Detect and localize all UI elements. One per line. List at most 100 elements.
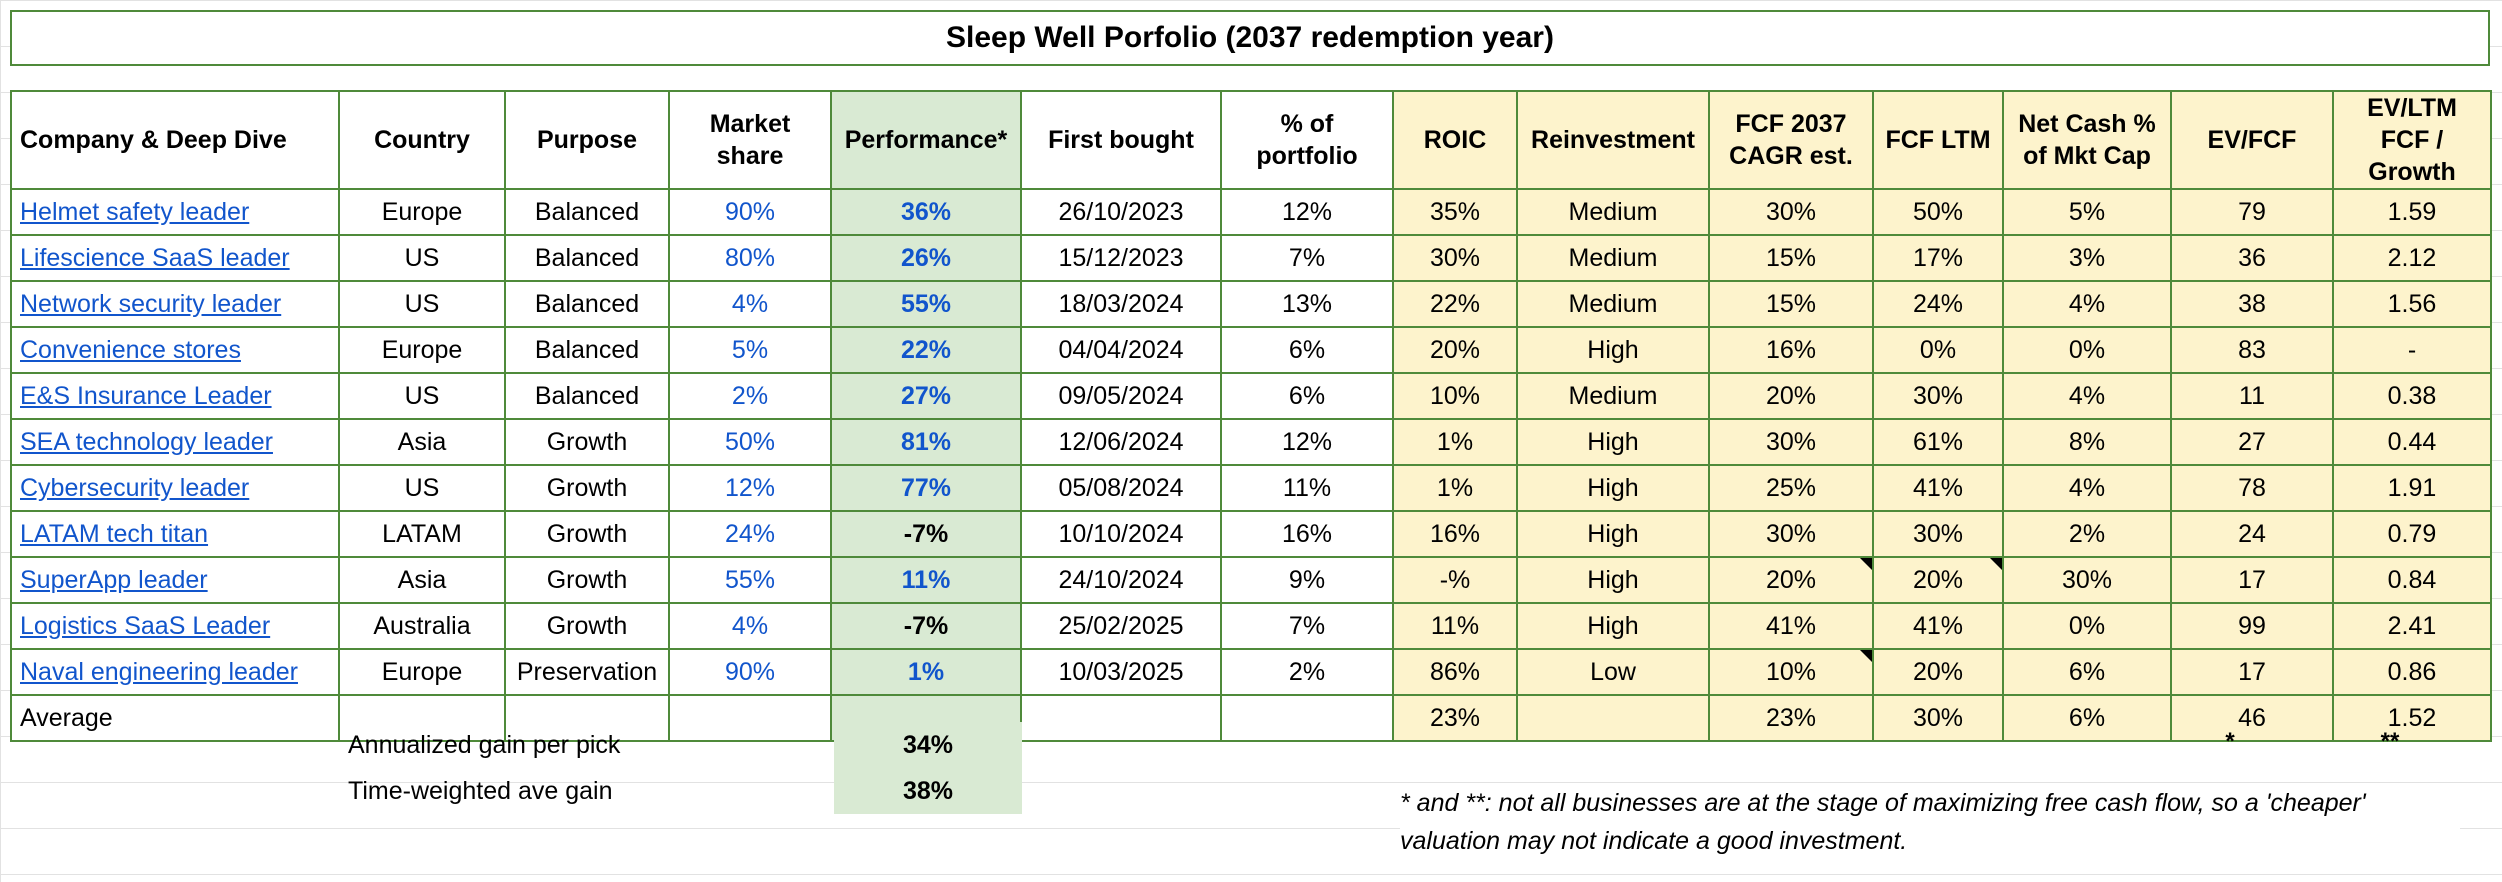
average-cell — [504, 694, 670, 742]
table-cell: 7% — [1220, 602, 1394, 650]
table-cell: 4% — [2002, 464, 2172, 512]
company-cell[interactable]: SuperApp leader — [10, 556, 340, 604]
company-cell[interactable]: SEA technology leader — [10, 418, 340, 466]
company-cell[interactable]: Network security leader — [10, 280, 340, 328]
average-cell: 1.52 — [2332, 694, 2492, 742]
company-cell[interactable]: E&S Insurance Leader — [10, 372, 340, 420]
column-header: Purpose — [504, 90, 670, 190]
table-cell: 41% — [1872, 602, 2004, 650]
table-cell: 6% — [1220, 326, 1394, 374]
table-cell: 3% — [2002, 234, 2172, 282]
company-deep-dive-link[interactable]: SEA technology leader — [20, 427, 273, 456]
company-deep-dive-link[interactable]: Network security leader — [20, 289, 282, 318]
table-row: Network security leader US Balanced 4% 55% 18… — [10, 280, 2492, 328]
column-header: Market share — [668, 90, 832, 190]
table-cell: High — [1516, 556, 1710, 604]
company-deep-dive-link[interactable]: SuperApp leader — [20, 565, 208, 594]
table-cell: 10% — [1708, 648, 1874, 696]
table-cell: US — [338, 280, 506, 328]
table-cell: 7% — [1220, 234, 1394, 282]
average-cell: 46 — [2170, 694, 2334, 742]
table-cell: Balanced — [504, 280, 670, 328]
company-deep-dive-link[interactable]: E&S Insurance Leader — [20, 381, 272, 410]
company-cell[interactable]: Logistics SaaS Leader — [10, 602, 340, 650]
table-cell: 36% — [830, 188, 1022, 236]
column-header: Reinvestment — [1516, 90, 1710, 190]
table-cell: 30% — [2002, 556, 2172, 604]
table-cell: 50% — [1872, 188, 2004, 236]
table-cell: 30% — [1708, 510, 1874, 558]
table-cell: Balanced — [504, 234, 670, 282]
table-cell: 81% — [830, 418, 1022, 466]
table-cell: 2% — [668, 372, 832, 420]
table-cell: Growth — [504, 464, 670, 512]
table-cell: 4% — [668, 280, 832, 328]
average-cell: 30% — [1872, 694, 2004, 742]
table-cell: 0.86 — [2332, 648, 2492, 696]
table-cell: 16% — [1220, 510, 1394, 558]
company-cell[interactable]: Helmet safety leader — [10, 188, 340, 236]
table-cell: 78 — [2170, 464, 2334, 512]
table-cell: 16% — [1392, 510, 1518, 558]
company-cell[interactable]: Naval engineering leader — [10, 648, 340, 696]
table-cell: Preservation — [504, 648, 670, 696]
company-deep-dive-link[interactable]: Cybersecurity leader — [20, 473, 250, 502]
company-deep-dive-link[interactable]: Logistics SaaS Leader — [20, 611, 271, 640]
table-cell: 17% — [1872, 234, 2004, 282]
table-cell: 15/12/2023 — [1020, 234, 1222, 282]
table-cell: 0.44 — [2332, 418, 2492, 466]
table-cell: 90% — [668, 648, 832, 696]
table-row: Lifescience SaaS leader US Balanced 80% 26% 1… — [10, 234, 2492, 282]
table-cell: 22% — [1392, 280, 1518, 328]
annualized-row: Annualized gain per pick 34% — [0, 722, 2502, 768]
time-weighted-value: 38% — [834, 768, 1022, 814]
table-cell: 20% — [1872, 648, 2004, 696]
company-cell[interactable]: LATAM tech titan — [10, 510, 340, 558]
average-cell: 6% — [2002, 694, 2172, 742]
average-cell — [338, 694, 506, 742]
table-cell: 16% — [1708, 326, 1874, 374]
company-cell[interactable]: Convenience stores — [10, 326, 340, 374]
table-cell: Asia — [338, 556, 506, 604]
company-cell[interactable]: Cybersecurity leader — [10, 464, 340, 512]
table-cell: 11% — [1392, 602, 1518, 650]
table-cell: 12% — [1220, 418, 1394, 466]
table-cell: 4% — [2002, 372, 2172, 420]
table-cell: 30% — [1392, 234, 1518, 282]
column-header: Net Cash % of Mkt Cap — [2002, 90, 2172, 190]
company-deep-dive-link[interactable]: Naval engineering leader — [20, 657, 298, 686]
table-cell: 20% — [1708, 556, 1874, 604]
footnote: * and **: not all businesses are at the … — [1400, 784, 2460, 860]
table-cell: 11 — [2170, 372, 2334, 420]
table-cell: 26% — [830, 234, 1022, 282]
company-cell[interactable]: Lifescience SaaS leader — [10, 234, 340, 282]
table-cell: 0.38 — [2332, 372, 2492, 420]
table-cell: 6% — [1220, 372, 1394, 420]
table-cell: 1% — [1392, 464, 1518, 512]
company-deep-dive-link[interactable]: Helmet safety leader — [20, 197, 250, 226]
table-cell: Asia — [338, 418, 506, 466]
table-cell: Australia — [338, 602, 506, 650]
table-cell: 12% — [668, 464, 832, 512]
table-cell: 25% — [1708, 464, 1874, 512]
table-row: Convenience stores Europe Balanced 5% 22% 04/… — [10, 326, 2492, 374]
company-deep-dive-link[interactable]: LATAM tech titan — [20, 519, 209, 548]
company-deep-dive-link[interactable]: Lifescience SaaS leader — [20, 243, 290, 272]
column-header: Country — [338, 90, 506, 190]
table-cell: 20% — [1392, 326, 1518, 374]
table-cell: 1.56 — [2332, 280, 2492, 328]
table-cell: 30% — [1872, 372, 2004, 420]
table-cell: 22% — [830, 326, 1022, 374]
table-cell: Growth — [504, 602, 670, 650]
table-cell: Balanced — [504, 372, 670, 420]
table-cell: 5% — [2002, 188, 2172, 236]
table-row: Logistics SaaS Leader Australia Growth 4% -7… — [10, 602, 2492, 650]
time-weighted-row: Time-weighted ave gain 38% — [0, 768, 2502, 814]
table-cell: 80% — [668, 234, 832, 282]
table-cell: 2.12 — [2332, 234, 2492, 282]
table-cell: 30% — [1708, 188, 1874, 236]
table-cell: 04/04/2024 — [1020, 326, 1222, 374]
company-deep-dive-link[interactable]: Convenience stores — [20, 335, 241, 364]
table-cell: 99 — [2170, 602, 2334, 650]
average-row: Average 23% 23% 30% 6% 46 1.52 — [10, 694, 2492, 742]
